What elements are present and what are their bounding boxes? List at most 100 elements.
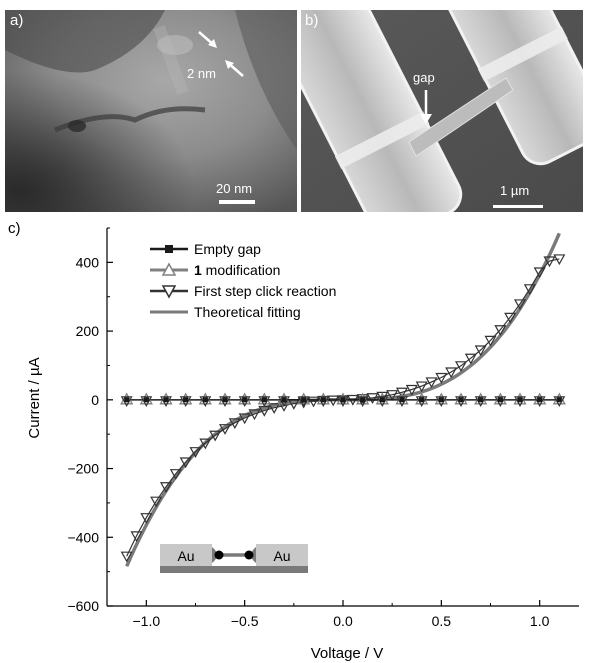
click-reaction-point [513,299,527,311]
legend-label-2: First step click reaction [194,283,336,299]
click-reaction-point [150,496,163,508]
modification-point [356,392,370,405]
modification-point [316,392,330,405]
empty-gap-point [438,397,444,403]
panel-a-label: a) [10,12,24,29]
click-reaction-point [533,267,546,279]
click-reaction-point [218,424,232,435]
modification-point [513,392,527,405]
empty-gap-point [379,397,385,403]
y-tick-label: 400 [76,254,100,270]
empty-gap-point [517,397,523,403]
x-tick-label: −0.5 [231,613,259,629]
modification-point [533,392,547,405]
click-reaction-point [248,409,261,421]
empty-gap-point [163,397,169,403]
panel-a-annotation: 2 nm [187,66,216,81]
click-reaction-point [179,457,192,469]
empty-gap-point [497,397,503,403]
click-reaction-point [445,367,458,379]
empty-gap-point [360,397,366,403]
empty-gap-point [419,397,425,403]
empty-gap-point [537,397,543,403]
modification-point [198,392,212,405]
empty-gap-point [261,397,267,403]
panel-a: a) 2 nm 20 nm [5,10,297,212]
modification-point [218,392,232,405]
click-reaction-point [130,531,143,543]
click-reaction-point [543,256,556,268]
click-reaction-point [425,377,438,389]
y-axis-label: Current / µA [26,357,43,438]
modification-point [454,392,468,405]
inset-electrode-right [256,544,308,566]
scale-bar-b [493,205,543,208]
panel-a-scale-label: 20 nm [216,181,253,196]
modification-point [139,392,153,405]
legend-marker-up [161,262,177,276]
y-tick-label: −400 [67,529,99,545]
modification-point [493,392,507,405]
y-tick-label: 0 [91,392,99,408]
empty-gap-point [242,397,248,403]
panel-c-label: c) [8,220,21,237]
legend-marker-square [165,245,173,253]
panel-b-label: b) [305,12,319,29]
click-reaction-point [464,353,477,365]
empty-gap-point [478,397,484,403]
iv-chart: −600 −400 −200 0 200 400 −1.0 −0.5 0.0 0.5 1.0 Emp… [26,227,579,662]
click-reaction-point [307,396,320,408]
empty-gap-point [301,397,307,403]
click-reaction-point [169,469,182,480]
click-reaction-point [415,381,428,393]
click-reaction-point [484,335,497,347]
modification-point [375,392,389,405]
empty-gap-point [320,397,326,403]
click-reaction-point [454,361,468,373]
click-reaction-point [405,384,418,396]
inset-atom-left [214,550,224,560]
inset-substrate [160,566,308,573]
y-tick-label: −200 [67,461,99,477]
click-reaction-point [327,395,340,407]
empty-gap-point [202,397,208,403]
inset-left-label: Au [177,548,194,564]
click-reaction-point [474,345,487,357]
empty-gap-point [143,397,149,403]
click-reaction-point [238,413,251,425]
panel-b: b) gap 1 µm [301,10,583,212]
empty-gap-point [183,397,189,403]
empty-gap-point [556,397,562,403]
empty-gap-point [340,397,346,403]
tem-image [5,10,297,212]
x-tick-label: 0.5 [432,613,452,629]
y-tick-label: −600 [67,598,99,614]
panel-b-scale-label: 1 µm [500,183,530,198]
click-reaction-point [228,418,241,430]
modification-point [297,392,311,405]
modification-point [159,392,173,405]
modification-point [552,392,566,405]
modification-point [120,392,134,405]
click-reaction-point [140,513,153,524]
click-reaction-point [494,325,507,336]
empty-gap-point [222,397,228,403]
modification-point [238,392,252,405]
modification-point [336,392,350,405]
empty-gap-point [399,397,405,403]
click-reaction-point [395,387,409,399]
legend: Empty gap 1 modification First step click … [150,241,336,320]
modification-point [415,392,429,405]
legend-label-3: Theoretical fitting [194,304,301,320]
click-reaction-point [268,403,281,414]
inset-atom-right [244,550,254,560]
legend-label-0: Empty gap [194,241,261,257]
click-reaction-point [366,393,379,404]
modification-point [474,392,488,405]
series-click-reaction-line [126,258,560,557]
inset-electrode-left [160,544,212,566]
junction-inset: Au Au [160,544,308,573]
modification-point [395,392,409,405]
click-reaction-point [504,312,517,324]
series-layer [120,232,566,568]
